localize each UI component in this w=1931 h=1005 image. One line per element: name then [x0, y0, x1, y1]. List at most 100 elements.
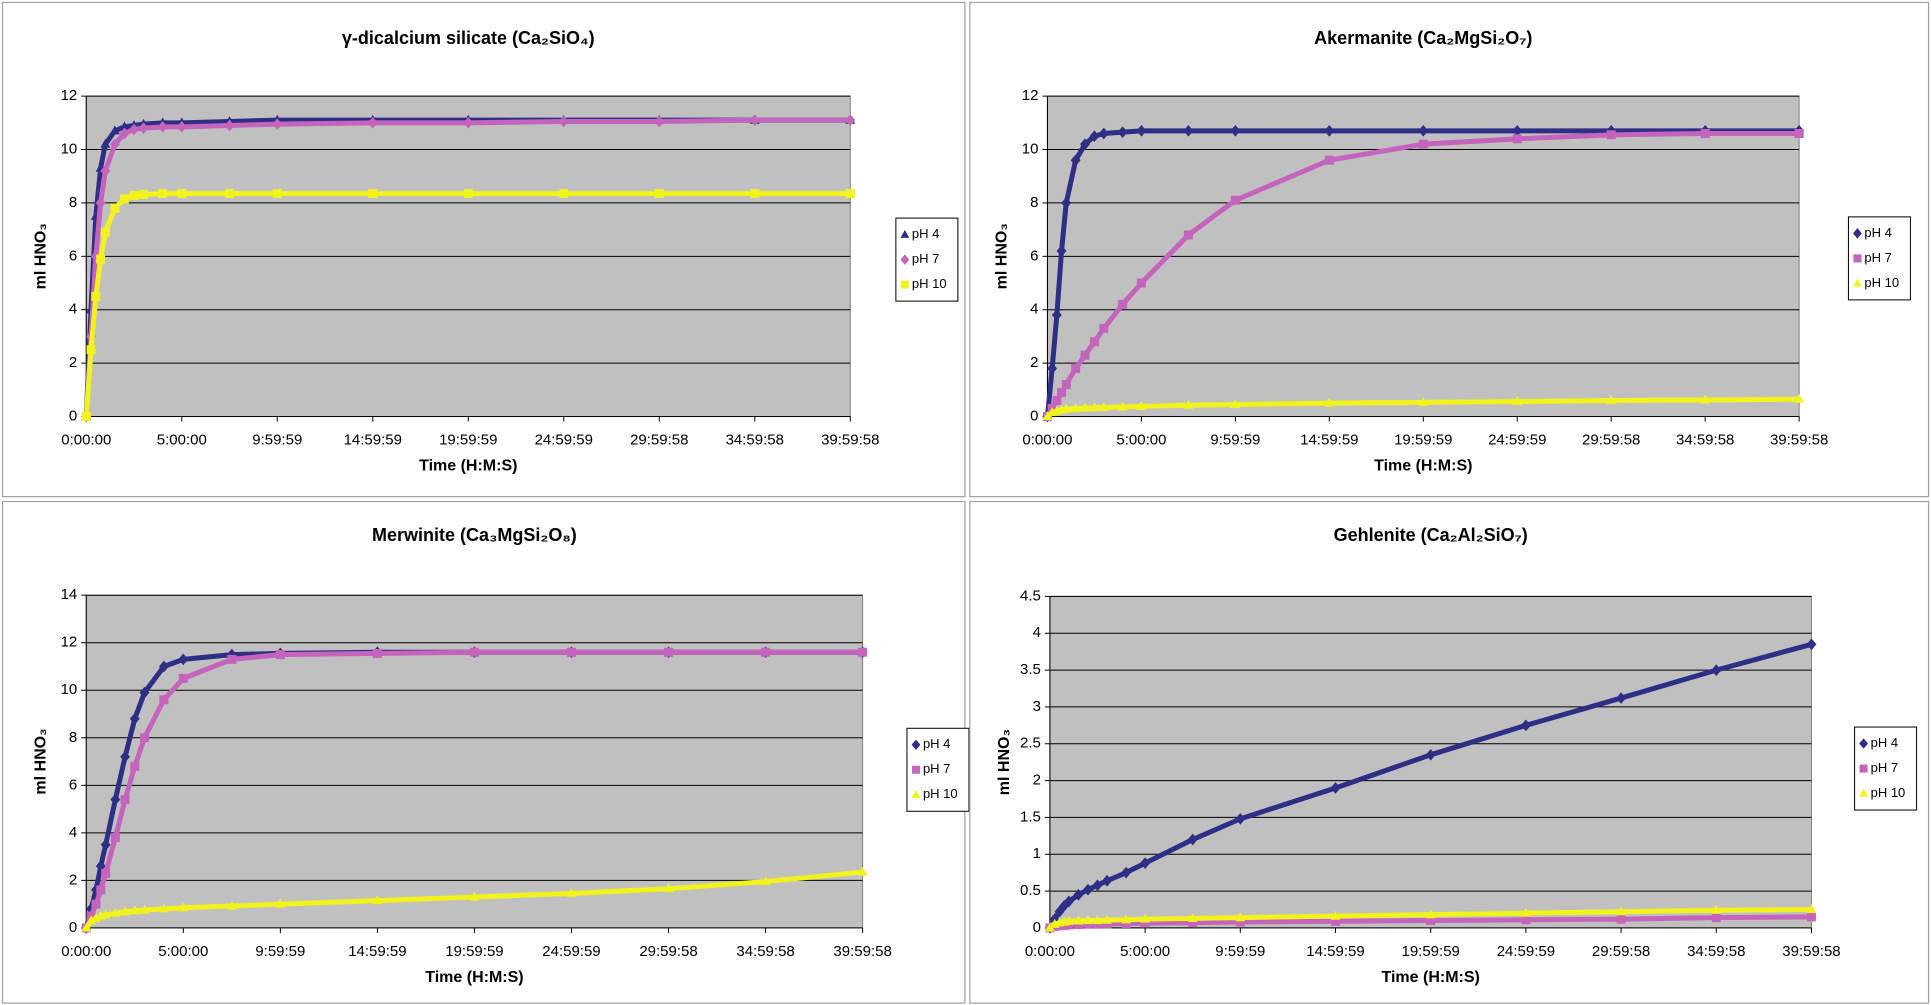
y-tick-label: 0	[69, 407, 77, 424]
x-tick-label: 34:59:58	[736, 943, 794, 960]
plot-area	[1049, 595, 1812, 929]
marker	[1064, 895, 1074, 908]
legend-label: pH 7	[923, 761, 950, 776]
marker	[1606, 395, 1617, 405]
marker	[1235, 813, 1246, 825]
marker	[95, 197, 106, 209]
marker	[1425, 748, 1436, 761]
x-tick-label: 34:59:58	[1676, 431, 1734, 448]
marker	[1806, 912, 1816, 922]
marker	[1121, 914, 1132, 924]
marker	[100, 165, 111, 177]
x-tick-label: 19:59:59	[1394, 431, 1452, 448]
marker	[463, 189, 473, 199]
legend-marker	[1859, 788, 1868, 797]
legend-marker	[900, 254, 910, 265]
x-tick-label: 0:00:00	[61, 943, 111, 960]
x-tick-label: 24:59:59	[535, 431, 593, 448]
marker	[86, 345, 96, 355]
marker	[1520, 907, 1531, 917]
y-tick-label: 6	[69, 247, 77, 264]
marker	[227, 654, 237, 664]
marker	[81, 922, 92, 932]
marker	[1102, 874, 1112, 887]
y-tick-label: 10	[61, 681, 78, 698]
legend-label: pH 4	[1864, 225, 1891, 240]
marker	[1606, 130, 1616, 140]
marker	[91, 899, 101, 909]
y-tick-label: 4	[69, 301, 77, 318]
marker	[1418, 139, 1428, 149]
chart-panel: γ-dicalcium silicate (Ca₂SiO₄) 0 2 4 6 8 10 12 0…	[1, 1, 966, 498]
chart-panel: Gehlenite (Ca₂Al₂SiO₇) 0 0.5 1 1.5 2 2.5 3 3.5 4 4…	[969, 500, 1930, 1004]
x-tick-label: 0:00:00	[1025, 943, 1075, 960]
marker	[139, 189, 149, 199]
marker	[129, 905, 140, 915]
marker	[226, 900, 237, 910]
legend-label: pH 10	[923, 786, 958, 801]
marker	[1324, 397, 1335, 407]
legend-marker	[1853, 278, 1862, 287]
marker	[96, 254, 106, 264]
marker	[1080, 350, 1090, 360]
marker	[857, 866, 868, 876]
marker	[1073, 915, 1084, 925]
marker	[110, 793, 121, 806]
marker	[100, 138, 111, 148]
marker	[81, 412, 91, 422]
marker	[110, 203, 120, 213]
marker	[1121, 866, 1132, 879]
marker	[272, 189, 282, 199]
legend-label: pH 10	[1871, 785, 1906, 800]
marker	[566, 888, 577, 898]
marker	[469, 891, 480, 901]
marker	[1330, 916, 1340, 926]
marker	[1183, 230, 1193, 240]
marker	[1711, 904, 1722, 914]
marker	[1806, 904, 1817, 914]
chart-title: Gehlenite (Ca₂Al₂SiO₇)	[1334, 525, 1528, 545]
x-tick-label: 9:59:59	[252, 431, 302, 448]
marker	[1098, 127, 1109, 140]
marker	[1187, 833, 1198, 846]
marker	[138, 122, 149, 135]
chart-title: Merwinite (Ca₃MgSi₂O₈)	[372, 525, 577, 545]
marker	[372, 648, 382, 658]
marker	[1140, 913, 1151, 923]
marker	[1089, 402, 1100, 412]
x-tick-label: 9:59:59	[1215, 943, 1265, 960]
legend-label: pH 7	[1864, 250, 1891, 265]
marker	[1092, 915, 1103, 925]
marker	[1044, 922, 1055, 932]
legend-label: pH 4	[912, 226, 939, 241]
marker	[1183, 124, 1194, 137]
legend-marker	[900, 280, 909, 289]
x-axis-label: Time (H:M:S)	[1382, 969, 1480, 986]
marker	[1616, 906, 1627, 916]
marker	[95, 860, 106, 872]
marker	[1121, 918, 1131, 928]
x-tick-label: 24:59:59	[1497, 943, 1555, 960]
marker	[1083, 883, 1093, 896]
marker	[119, 127, 130, 140]
x-tick-label: 29:59:58	[639, 943, 697, 960]
y-tick-label: 10	[1022, 140, 1039, 157]
marker	[367, 116, 378, 129]
marker	[224, 119, 235, 132]
y-tick-label: 8	[69, 729, 77, 746]
marker	[275, 650, 285, 660]
legend-marker	[1859, 764, 1868, 773]
marker	[1187, 912, 1198, 922]
marker	[1080, 402, 1090, 412]
marker	[100, 909, 111, 919]
marker	[91, 884, 101, 896]
marker	[1073, 888, 1084, 901]
marker	[275, 898, 286, 908]
x-axis-label: Time (H:M:S)	[425, 969, 523, 986]
y-tick-label: 6	[1030, 247, 1038, 264]
marker	[1418, 396, 1429, 406]
y-axis-label: ml HNO₃	[996, 729, 1013, 795]
marker	[749, 114, 760, 126]
y-tick-label: 12	[61, 634, 78, 651]
legend-marker	[1853, 254, 1862, 263]
